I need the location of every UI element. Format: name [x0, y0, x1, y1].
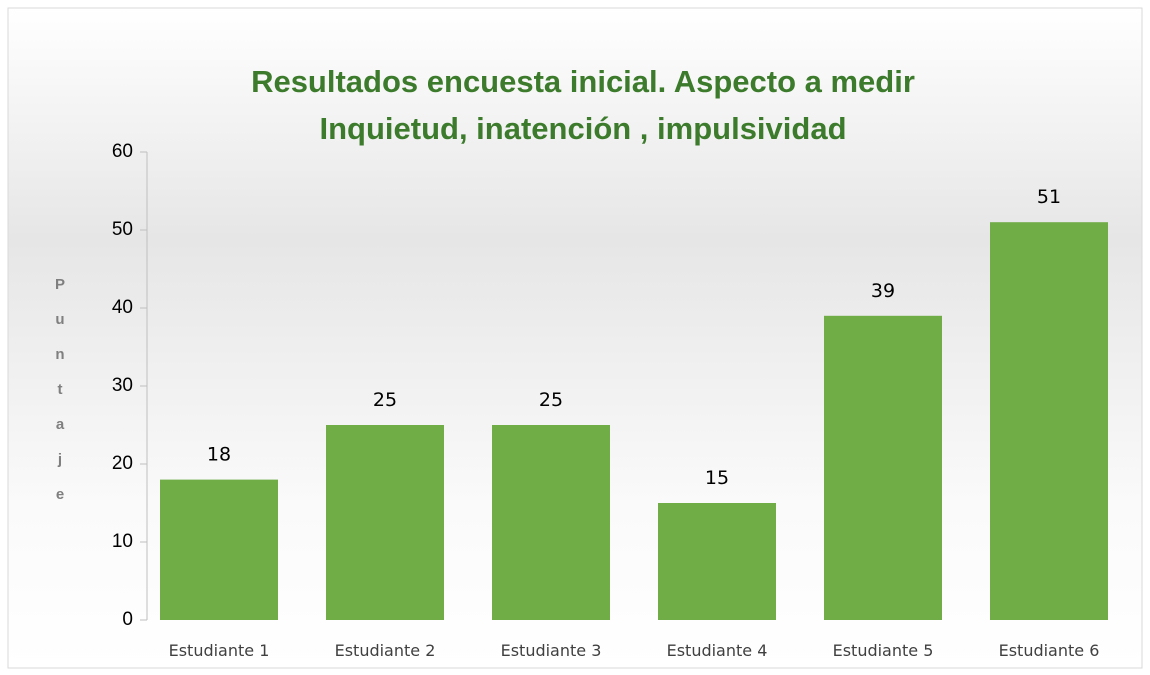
y-tick-label: 40: [112, 297, 133, 318]
y-tick-label: 0: [122, 609, 133, 630]
bar: [658, 503, 776, 620]
y-tick-label: 10: [112, 531, 133, 552]
bar: [160, 479, 278, 620]
data-label: 18: [207, 444, 231, 466]
bar: [492, 425, 610, 620]
data-label: 51: [1037, 186, 1061, 208]
chart-title-line: Resultados encuesta inicial. Aspecto a m…: [251, 64, 915, 99]
data-label: 25: [373, 389, 397, 411]
chart-title-line: Inquietud, inatención , impulsividad: [319, 111, 846, 146]
bar: [990, 222, 1108, 620]
data-label: 25: [539, 389, 563, 411]
y-tick-label: 30: [112, 375, 133, 396]
x-tick-label: Estudiante 1: [169, 641, 270, 660]
x-tick-label: Estudiante 6: [999, 641, 1100, 660]
data-label: 15: [705, 467, 729, 489]
x-tick-label: Estudiante 5: [833, 641, 934, 660]
y-tick-label: 60: [112, 141, 133, 162]
x-tick-label: Estudiante 2: [335, 641, 436, 660]
y-axis-label: Puntaje: [52, 276, 69, 521]
x-tick-label: Estudiante 4: [667, 641, 768, 660]
y-tick-label: 50: [112, 219, 133, 240]
bar: [824, 315, 942, 620]
bar: [326, 425, 444, 620]
y-tick-label: 20: [112, 453, 133, 474]
data-label: 39: [871, 280, 895, 302]
x-tick-label: Estudiante 3: [501, 641, 602, 660]
